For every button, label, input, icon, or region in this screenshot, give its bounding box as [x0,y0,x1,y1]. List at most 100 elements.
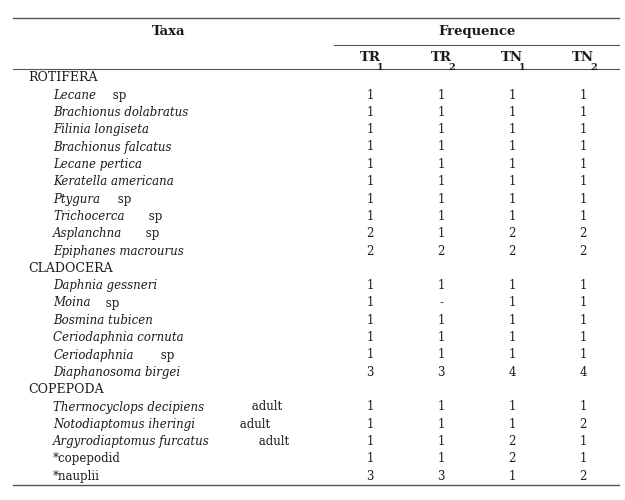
Text: 1: 1 [438,418,445,431]
Text: Brachionus falcatus: Brachionus falcatus [53,140,172,153]
Text: 1: 1 [579,296,587,310]
Text: 1: 1 [366,106,374,119]
Text: 1: 1 [366,140,374,153]
Text: ROTIFERA: ROTIFERA [28,71,98,84]
Text: 1: 1 [579,279,587,292]
Text: Taxa: Taxa [152,24,186,38]
Text: 1: 1 [508,400,516,413]
Text: adult: adult [236,418,271,431]
Text: 1: 1 [438,452,445,466]
Text: 1: 1 [508,331,516,344]
Text: sp: sp [146,210,162,223]
Text: 1: 1 [508,348,516,362]
Text: 1: 1 [366,210,374,223]
Text: 1: 1 [508,158,516,171]
Text: 1: 1 [438,158,445,171]
Text: 1: 1 [438,314,445,327]
Text: 1: 1 [579,331,587,344]
Text: 2: 2 [590,62,597,72]
Text: 1: 1 [579,175,587,188]
Text: 1: 1 [508,314,516,327]
Text: Trichocerca: Trichocerca [53,210,124,223]
Text: 4: 4 [508,366,516,379]
Text: Daphnia gessneri: Daphnia gessneri [53,279,158,292]
Text: Ceriodaphnia cornuta: Ceriodaphnia cornuta [53,331,184,344]
Text: 2: 2 [438,244,445,258]
Text: 1: 1 [366,123,374,136]
Text: -: - [439,296,443,310]
Text: 1: 1 [366,158,374,171]
Text: 1: 1 [366,435,374,448]
Text: 1: 1 [579,400,587,413]
Text: 1: 1 [366,192,374,205]
Text: 1: 1 [438,435,445,448]
Text: Lecane pertica: Lecane pertica [53,158,142,171]
Text: Ceriodaphnia: Ceriodaphnia [53,348,134,362]
Text: adult: adult [256,435,289,448]
Text: 2: 2 [366,244,374,258]
Text: 2: 2 [508,244,516,258]
Text: Epiphanes macrourus: Epiphanes macrourus [53,244,184,258]
Text: sp: sp [114,192,131,205]
Text: 1: 1 [508,279,516,292]
Text: 1: 1 [366,348,374,362]
Text: 2: 2 [508,435,516,448]
Text: 1: 1 [366,314,374,327]
Text: 2: 2 [579,470,587,483]
Text: 1: 1 [579,348,587,362]
Text: 1: 1 [366,88,374,102]
Text: 1: 1 [438,400,445,413]
Text: TR: TR [359,50,381,64]
Text: 2: 2 [508,452,516,466]
Text: *copepodid: *copepodid [53,452,121,466]
Text: sp: sp [142,227,160,240]
Text: 2: 2 [579,227,587,240]
Text: 1: 1 [438,348,445,362]
Text: 1: 1 [579,192,587,205]
Text: 1: 1 [508,106,516,119]
Text: 1: 1 [438,331,445,344]
Text: 1: 1 [579,314,587,327]
Text: 1: 1 [508,175,516,188]
Text: 2: 2 [579,418,587,431]
Text: Lecane: Lecane [53,88,96,102]
Text: Asplanchna: Asplanchna [53,227,122,240]
Text: 1: 1 [438,88,445,102]
Text: COPEPODA: COPEPODA [28,383,104,396]
Text: 1: 1 [508,210,516,223]
Text: Keratella americana: Keratella americana [53,175,174,188]
Text: 1: 1 [438,227,445,240]
Text: 1: 1 [579,106,587,119]
Text: 2: 2 [366,227,374,240]
Text: 1: 1 [579,435,587,448]
Text: 1: 1 [579,140,587,153]
Text: 2: 2 [579,244,587,258]
Text: TR: TR [431,50,451,64]
Text: Thermocyclops decipiens: Thermocyclops decipiens [53,400,204,413]
Text: 3: 3 [438,366,445,379]
Text: sp: sp [157,348,174,362]
Text: 1: 1 [366,175,374,188]
Text: 1: 1 [579,452,587,466]
Text: sp: sp [109,88,126,102]
Text: 1: 1 [366,331,374,344]
Text: 1: 1 [508,123,516,136]
Text: 4: 4 [579,366,587,379]
Text: 1: 1 [508,140,516,153]
Text: 1: 1 [438,123,445,136]
Text: Filinia longiseta: Filinia longiseta [53,123,149,136]
Text: Bosmina tubicen: Bosmina tubicen [53,314,153,327]
Text: 1: 1 [366,296,374,310]
Text: 3: 3 [366,470,374,483]
Text: 1: 1 [579,123,587,136]
Text: 1: 1 [579,88,587,102]
Text: 1: 1 [366,279,374,292]
Text: Frequence: Frequence [438,24,515,38]
Text: Moina: Moina [53,296,91,310]
Text: 1: 1 [438,279,445,292]
Text: 1: 1 [366,400,374,413]
Text: 1: 1 [508,296,516,310]
Text: 1: 1 [508,470,516,483]
Text: 2: 2 [508,227,516,240]
Text: 1: 1 [438,106,445,119]
